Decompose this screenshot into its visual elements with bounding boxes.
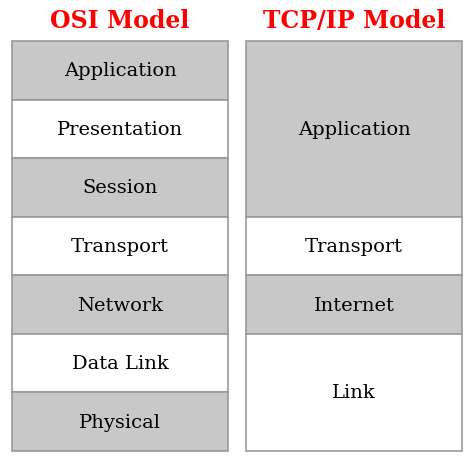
Text: Physical: Physical [79, 413, 161, 431]
Text: OSI Model: OSI Model [50, 9, 190, 33]
Bar [12, 42, 228, 101]
Bar [12, 334, 228, 392]
Text: Presentation: Presentation [57, 121, 183, 139]
Text: Application: Application [64, 62, 176, 80]
Text: TCP/IP Model: TCP/IP Model [263, 9, 445, 33]
Text: Transport: Transport [71, 237, 169, 256]
Text: Link: Link [332, 384, 376, 402]
Bar [246, 334, 462, 451]
Bar [12, 101, 228, 159]
Text: Internet: Internet [314, 296, 394, 314]
Text: Transport: Transport [305, 237, 403, 256]
Bar [12, 392, 228, 451]
Text: Network: Network [77, 296, 163, 314]
Text: Session: Session [82, 179, 158, 197]
Bar [246, 42, 462, 217]
Bar [246, 217, 462, 276]
Bar [12, 159, 228, 217]
Text: Application: Application [298, 121, 410, 139]
Text: Data Link: Data Link [72, 354, 168, 372]
Bar [12, 276, 228, 334]
Bar [246, 276, 462, 334]
Bar [12, 217, 228, 276]
